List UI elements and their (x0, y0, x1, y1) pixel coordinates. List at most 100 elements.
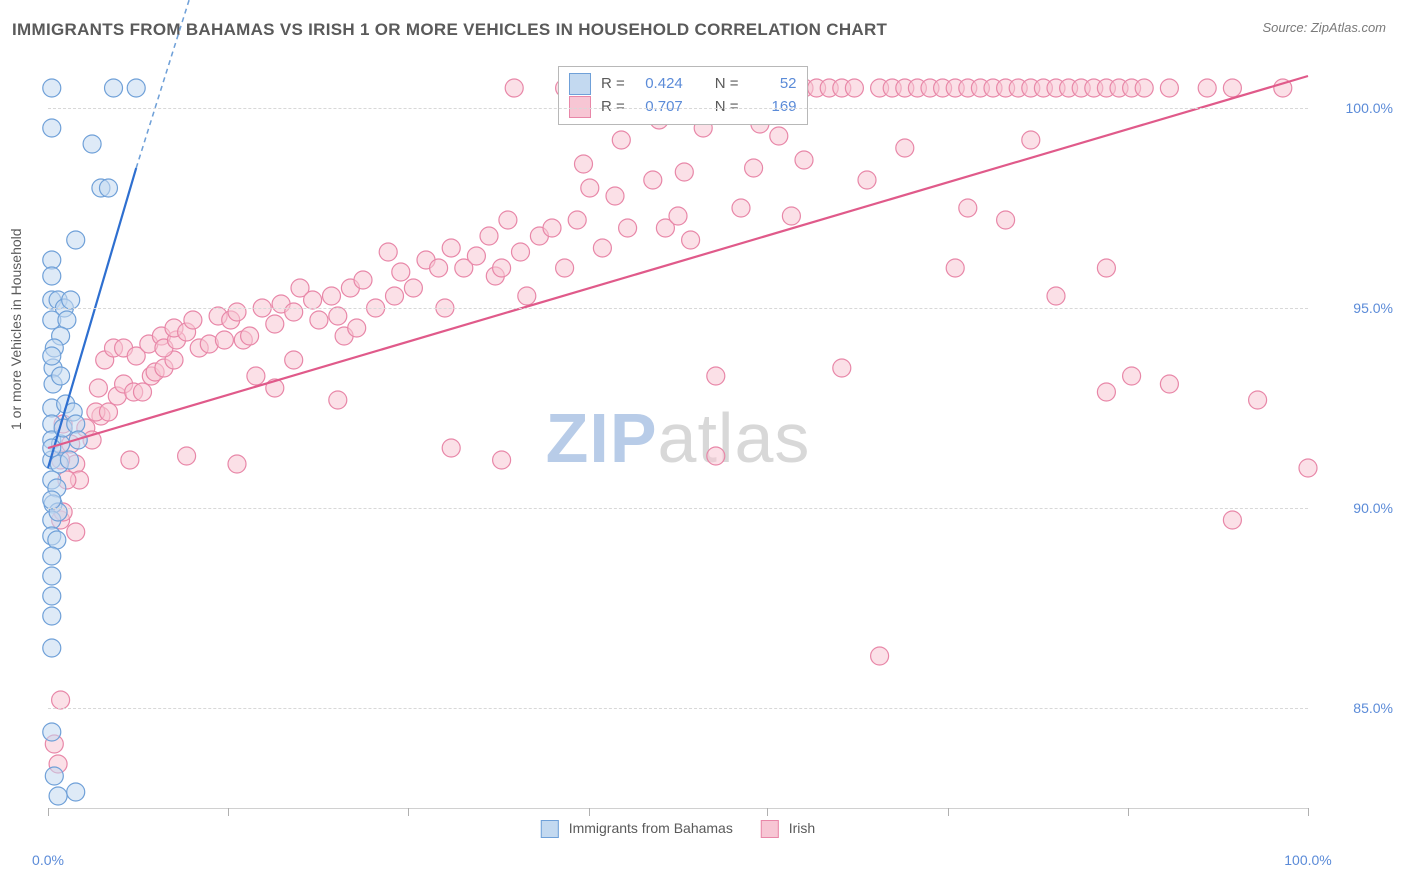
data-point[interactable] (1299, 459, 1317, 477)
data-point[interactable] (946, 259, 964, 277)
data-point[interactable] (1047, 287, 1065, 305)
data-point[interactable] (83, 135, 101, 153)
data-point[interactable] (43, 639, 61, 657)
data-point[interactable] (568, 211, 586, 229)
data-point[interactable] (512, 243, 530, 261)
data-point[interactable] (184, 311, 202, 329)
data-point[interactable] (467, 247, 485, 265)
data-point[interactable] (581, 179, 599, 197)
data-point[interactable] (49, 787, 67, 805)
data-point[interactable] (43, 567, 61, 585)
data-point[interactable] (1135, 79, 1153, 97)
data-point[interactable] (241, 327, 259, 345)
data-point[interactable] (329, 307, 347, 325)
data-point[interactable] (62, 291, 80, 309)
data-point[interactable] (669, 207, 687, 225)
data-point[interactable] (1022, 131, 1040, 149)
data-point[interactable] (556, 259, 574, 277)
data-point[interactable] (505, 79, 523, 97)
data-point[interactable] (612, 131, 630, 149)
data-point[interactable] (1160, 79, 1178, 97)
data-point[interactable] (99, 179, 117, 197)
data-point[interactable] (386, 287, 404, 305)
data-point[interactable] (354, 271, 372, 289)
data-point[interactable] (89, 379, 107, 397)
data-point[interactable] (593, 239, 611, 257)
data-point[interactable] (442, 239, 460, 257)
data-point[interactable] (45, 767, 63, 785)
data-point[interactable] (134, 383, 152, 401)
data-point[interactable] (58, 311, 76, 329)
data-point[interactable] (52, 691, 70, 709)
data-point[interactable] (543, 219, 561, 237)
data-point[interactable] (60, 451, 78, 469)
data-point[interactable] (178, 447, 196, 465)
data-point[interactable] (770, 127, 788, 145)
data-point[interactable] (1160, 375, 1178, 393)
data-point[interactable] (682, 231, 700, 249)
legend-item-bahamas[interactable]: Immigrants from Bahamas (541, 820, 733, 838)
data-point[interactable] (52, 367, 70, 385)
data-point[interactable] (67, 523, 85, 541)
legend-item-irish[interactable]: Irish (761, 820, 815, 838)
data-point[interactable] (606, 187, 624, 205)
data-point[interactable] (127, 79, 145, 97)
data-point[interactable] (845, 79, 863, 97)
data-point[interactable] (732, 199, 750, 217)
data-point[interactable] (1198, 79, 1216, 97)
source-attribution[interactable]: Source: ZipAtlas.com (1262, 20, 1386, 35)
data-point[interactable] (43, 491, 61, 509)
data-point[interactable] (348, 319, 366, 337)
data-point[interactable] (266, 315, 284, 333)
data-point[interactable] (858, 171, 876, 189)
data-point[interactable] (745, 159, 763, 177)
data-point[interactable] (99, 403, 117, 421)
data-point[interactable] (518, 287, 536, 305)
data-point[interactable] (43, 587, 61, 605)
data-point[interactable] (43, 723, 61, 741)
data-point[interactable] (43, 607, 61, 625)
data-point[interactable] (67, 783, 85, 801)
data-point[interactable] (67, 231, 85, 249)
data-point[interactable] (707, 367, 725, 385)
data-point[interactable] (707, 447, 725, 465)
data-point[interactable] (499, 211, 517, 229)
data-point[interactable] (480, 227, 498, 245)
data-point[interactable] (896, 139, 914, 157)
data-point[interactable] (285, 303, 303, 321)
data-point[interactable] (215, 331, 233, 349)
data-point[interactable] (329, 391, 347, 409)
data-point[interactable] (430, 259, 448, 277)
data-point[interactable] (43, 119, 61, 137)
data-point[interactable] (43, 251, 61, 269)
data-point[interactable] (379, 243, 397, 261)
data-point[interactable] (228, 303, 246, 321)
data-point[interactable] (619, 219, 637, 237)
data-point[interactable] (43, 267, 61, 285)
data-point[interactable] (644, 171, 662, 189)
data-point[interactable] (48, 531, 66, 549)
data-point[interactable] (1097, 259, 1115, 277)
data-point[interactable] (575, 155, 593, 173)
data-point[interactable] (392, 263, 410, 281)
data-point[interactable] (782, 207, 800, 225)
data-point[interactable] (121, 451, 139, 469)
data-point[interactable] (871, 647, 889, 665)
data-point[interactable] (1223, 79, 1241, 97)
data-point[interactable] (959, 199, 977, 217)
data-point[interactable] (1249, 391, 1267, 409)
data-point[interactable] (997, 211, 1015, 229)
data-point[interactable] (675, 163, 693, 181)
data-point[interactable] (404, 279, 422, 297)
data-point[interactable] (795, 151, 813, 169)
data-point[interactable] (1097, 383, 1115, 401)
data-point[interactable] (43, 79, 61, 97)
data-point[interactable] (310, 311, 328, 329)
data-point[interactable] (105, 79, 123, 97)
data-point[interactable] (1123, 367, 1141, 385)
data-point[interactable] (285, 351, 303, 369)
data-point[interactable] (228, 455, 246, 473)
data-point[interactable] (493, 451, 511, 469)
data-point[interactable] (304, 291, 322, 309)
data-point[interactable] (43, 347, 61, 365)
